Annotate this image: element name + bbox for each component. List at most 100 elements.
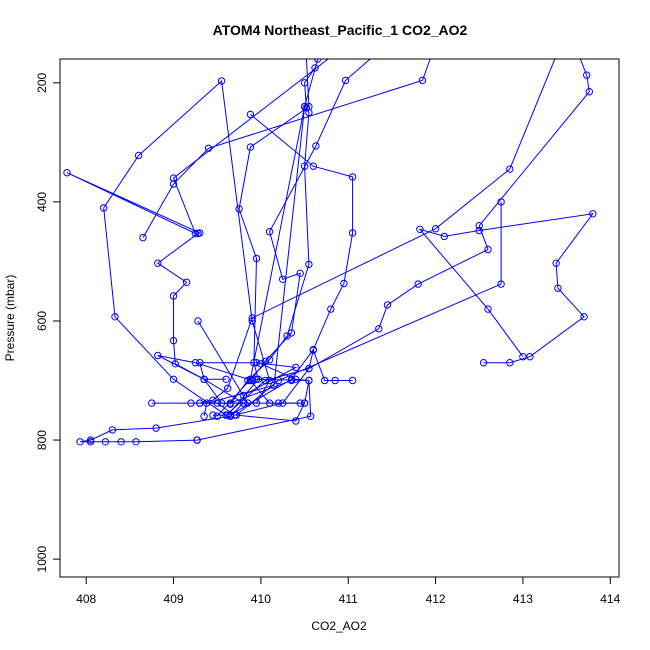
data-point bbox=[440, 232, 448, 241]
data-point bbox=[213, 412, 221, 420]
data-point bbox=[148, 399, 156, 407]
data-point bbox=[552, 259, 560, 267]
x-tick-label: 413 bbox=[513, 592, 533, 606]
series-line bbox=[151, 59, 590, 416]
data-point bbox=[305, 260, 313, 269]
y-tick-label: 600 bbox=[35, 311, 49, 331]
y-tick-label: 800 bbox=[35, 430, 49, 450]
x-tick-label: 412 bbox=[426, 592, 446, 606]
data-point bbox=[292, 363, 300, 372]
series-1 bbox=[100, 77, 357, 419]
data-point bbox=[171, 360, 180, 368]
data-point bbox=[169, 375, 178, 383]
data-point bbox=[554, 284, 562, 292]
data-point bbox=[287, 329, 296, 337]
data-point bbox=[132, 438, 140, 446]
series-2 bbox=[416, 210, 597, 367]
x-tick-label: 411 bbox=[339, 592, 358, 606]
data-point bbox=[194, 317, 202, 325]
y-tick-label: 200 bbox=[35, 72, 49, 92]
series-8 bbox=[246, 59, 371, 407]
data-point bbox=[248, 376, 256, 385]
data-point bbox=[252, 254, 261, 263]
data-point bbox=[305, 376, 313, 385]
data-point bbox=[414, 280, 422, 288]
x-axis-label: CO2_AO2 bbox=[311, 619, 367, 633]
series-13 bbox=[76, 351, 315, 446]
data-point bbox=[169, 180, 178, 188]
data-point bbox=[194, 229, 202, 238]
data-point bbox=[519, 353, 527, 361]
data-point bbox=[431, 225, 440, 233]
y-axis-label: Pressure (mbar) bbox=[3, 275, 17, 362]
series-line bbox=[418, 213, 594, 364]
x-tick-label: 414 bbox=[600, 592, 620, 606]
data-point bbox=[101, 438, 110, 446]
x-axis: 408 409 410 411 412 413 414 bbox=[76, 577, 621, 606]
data-point bbox=[200, 412, 208, 420]
series-10 bbox=[226, 110, 357, 419]
data-point bbox=[222, 375, 230, 383]
data-point bbox=[100, 204, 108, 212]
series-layer bbox=[63, 32, 597, 446]
data-point bbox=[307, 412, 315, 420]
data-point bbox=[585, 88, 593, 96]
data-point bbox=[296, 399, 304, 407]
data-point bbox=[314, 59, 322, 63]
series-14 bbox=[196, 359, 300, 400]
series-4 bbox=[232, 198, 505, 425]
series-line bbox=[142, 59, 431, 238]
data-point bbox=[475, 226, 483, 235]
data-point bbox=[559, 38, 565, 44]
data-point bbox=[265, 399, 274, 407]
data-point bbox=[300, 399, 309, 407]
data-point bbox=[196, 359, 204, 367]
data-point bbox=[239, 399, 248, 407]
data-point bbox=[209, 411, 217, 419]
data-point bbox=[484, 305, 492, 313]
data-point bbox=[311, 64, 319, 72]
data-point bbox=[252, 375, 261, 383]
data-point bbox=[169, 336, 178, 345]
data-point bbox=[506, 359, 514, 367]
data-point bbox=[154, 351, 162, 360]
data-point bbox=[108, 426, 117, 434]
data-point bbox=[418, 76, 427, 85]
series-line bbox=[66, 59, 329, 404]
data-point bbox=[340, 279, 348, 288]
data-point bbox=[589, 210, 597, 218]
data-point bbox=[252, 359, 261, 367]
data-point bbox=[309, 162, 317, 170]
data-point bbox=[416, 225, 424, 234]
data-point bbox=[239, 391, 248, 400]
data-point bbox=[506, 165, 514, 173]
y-tick-label: 1000 bbox=[35, 545, 49, 572]
data-point bbox=[312, 142, 320, 150]
plot-frame bbox=[59, 58, 620, 578]
data-point bbox=[568, 32, 574, 38]
data-point bbox=[63, 169, 71, 177]
data-point bbox=[484, 245, 492, 254]
x-tick-label: 410 bbox=[251, 592, 271, 606]
series-line bbox=[212, 59, 310, 416]
data-point bbox=[154, 259, 162, 267]
x-tick-label: 409 bbox=[164, 592, 184, 606]
data-point bbox=[191, 229, 200, 238]
data-point bbox=[497, 280, 505, 288]
data-point bbox=[217, 77, 226, 85]
series-line bbox=[249, 59, 371, 404]
chart-title: ATOM4 Northeast_Pacific_1 CO2_AO2 bbox=[213, 22, 468, 38]
data-point bbox=[375, 325, 383, 333]
data-point bbox=[193, 436, 201, 444]
series-line bbox=[80, 355, 312, 443]
data-point bbox=[348, 376, 357, 385]
data-point bbox=[217, 399, 226, 407]
data-point bbox=[86, 438, 95, 446]
data-point bbox=[152, 424, 160, 432]
data-point bbox=[117, 438, 125, 446]
data-point bbox=[300, 102, 309, 111]
data-point bbox=[583, 71, 591, 79]
data-point bbox=[182, 278, 191, 286]
data-point bbox=[246, 110, 255, 119]
